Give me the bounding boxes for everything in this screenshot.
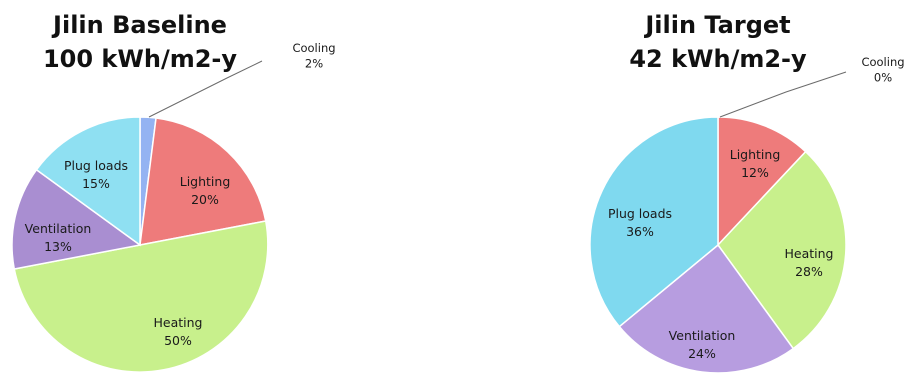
target-chart-title: Jilin Target	[643, 11, 790, 39]
target-callout-line	[719, 71, 847, 118]
baseline-label-heating: Heating 50%	[154, 315, 203, 348]
pie-chart-baseline: Jilin Baseline 100 kWh/m2-y Lighting 20% H…	[11, 11, 336, 373]
target-slice-plug-loads	[589, 116, 719, 328]
baseline-label-cooling: Cooling 2%	[292, 41, 335, 71]
target-label-plug-loads: Plug loads 36%	[608, 206, 672, 239]
baseline-label-lighting: Lighting 20%	[180, 174, 231, 207]
pie-chart-target: Jilin Target 42 kWh/m2-y Lighting 12% Heat…	[589, 11, 905, 374]
baseline-chart-subtitle: 100 kWh/m2-y	[43, 45, 237, 73]
target-slice-ventilation	[618, 243, 795, 374]
baseline-slice-ventilation	[11, 168, 142, 270]
target-slice-lighting	[717, 116, 807, 247]
baseline-label-ventilation: Ventilation 13%	[25, 221, 92, 254]
target-label-ventilation: Ventilation 24%	[669, 328, 736, 361]
baseline-slice-plug-loads	[35, 116, 141, 247]
target-slice-heating	[717, 150, 847, 350]
target-label-cooling: Cooling 0%	[861, 55, 904, 85]
target-chart-subtitle: 42 kWh/m2-y	[629, 45, 807, 73]
target-label-lighting: Lighting 12%	[730, 147, 781, 180]
baseline-callout-line	[148, 60, 263, 118]
baseline-chart-title: Jilin Baseline	[51, 11, 227, 39]
target-pie: Lighting 12% Heating 28% Ventilation 24% Plug …	[589, 55, 905, 374]
baseline-pie: Lighting 20% Heating 50% Ventilation 13% Plug …	[11, 41, 336, 373]
baseline-slice-heating	[13, 220, 269, 373]
baseline-label-plug-loads: Plug loads 15%	[64, 158, 128, 191]
target-label-heating: Heating 28%	[785, 246, 834, 279]
baseline-slice-lighting	[139, 117, 267, 246]
